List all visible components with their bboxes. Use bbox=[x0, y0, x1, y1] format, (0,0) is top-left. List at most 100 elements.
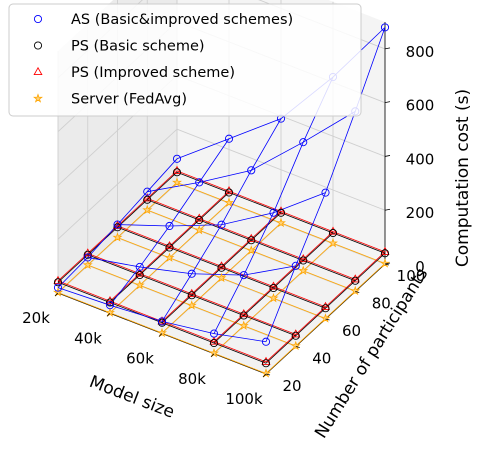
data-point-ps-improved-scheme bbox=[239, 309, 249, 318]
series-line-ps-basic-scheme bbox=[109, 192, 230, 303]
data-point-ps-basic-scheme bbox=[261, 359, 271, 368]
data-point-as-basic-improved-schemes bbox=[224, 134, 234, 143]
data-point-server-fedavg bbox=[276, 217, 286, 228]
data-point-as-basic-improved-schemes bbox=[299, 138, 308, 147]
y-tick-mark bbox=[325, 318, 330, 321]
data-point-ps-improved-scheme bbox=[380, 246, 390, 255]
legend-item: PS (Improved scheme) bbox=[33, 65, 235, 81]
x-tick-label: 60k bbox=[126, 350, 154, 368]
series-line-ps-improved-scheme bbox=[161, 211, 282, 322]
legend-label: PS (Basic scheme) bbox=[71, 39, 205, 55]
data-point-ps-basic-scheme bbox=[187, 291, 196, 300]
data-point-as-basic-improved-schemes bbox=[195, 178, 204, 187]
data-point-ps-improved-scheme bbox=[194, 213, 204, 222]
data-point-as-basic-improved-schemes bbox=[165, 221, 174, 231]
data-point-server-fedavg bbox=[186, 300, 197, 310]
z-tick-mark bbox=[384, 208, 391, 211]
data-point-ps-improved-scheme bbox=[276, 206, 286, 215]
data-point-as-basic-improved-schemes bbox=[380, 23, 390, 32]
data-point-as-basic-improved-schemes bbox=[53, 283, 63, 292]
x-tick-mark bbox=[262, 373, 267, 378]
data-point-as-basic-improved-schemes bbox=[157, 317, 167, 326]
series-line-ps-basic-scheme bbox=[161, 212, 282, 324]
data-point-server-fedavg bbox=[380, 258, 390, 268]
data-point-ps-basic-scheme bbox=[269, 283, 278, 293]
data-point-server-fedavg bbox=[112, 232, 123, 242]
data-point-ps-basic-scheme bbox=[143, 195, 152, 204]
series-lines bbox=[57, 27, 386, 374]
data-point-ps-improved-scheme bbox=[172, 165, 182, 174]
y-tick-mark bbox=[265, 373, 271, 376]
data-point-ps-basic-scheme bbox=[165, 243, 174, 252]
data-point-server-fedavg bbox=[216, 272, 227, 283]
legend-label: PS (Improved scheme) bbox=[71, 65, 235, 81]
data-point-as-basic-improved-schemes bbox=[269, 208, 278, 217]
data-point-as-basic-improved-schemes bbox=[321, 188, 330, 197]
data-point-ps-improved-scheme bbox=[350, 274, 360, 283]
data-point-ps-basic-scheme bbox=[299, 256, 308, 265]
series-line-ps-improved-scheme bbox=[109, 190, 230, 302]
data-point-ps-improved-scheme bbox=[157, 316, 167, 325]
data-point-ps-improved-scheme bbox=[209, 336, 219, 345]
z-axis-label: Computation cost (s) bbox=[453, 89, 473, 267]
data-point-ps-improved-scheme bbox=[53, 275, 63, 284]
y-tick-label: 40 bbox=[312, 350, 331, 368]
z-tick-mark bbox=[384, 155, 391, 157]
data-point-ps-improved-scheme bbox=[187, 288, 197, 297]
z-tick-mark bbox=[384, 47, 391, 50]
legend: AS (Basic&improved schemes) PS (Basic sch… bbox=[8, 3, 362, 117]
data-point-ps-improved-scheme bbox=[320, 301, 331, 310]
series-line-ps-improved-scheme bbox=[213, 231, 334, 342]
data-point-ps-improved-scheme bbox=[268, 281, 279, 290]
data-point-ps-improved-scheme bbox=[83, 248, 93, 257]
series-line-ps-basic-scheme bbox=[213, 232, 334, 344]
data-point-ps-improved-scheme bbox=[246, 233, 256, 242]
legend-item: AS (Basic&improved schemes) bbox=[33, 12, 293, 28]
y-tick-label: 20 bbox=[282, 377, 301, 395]
z-tick-label: 800 bbox=[406, 43, 435, 61]
z-tick-label: 0 bbox=[415, 258, 425, 276]
data-point-ps-basic-scheme bbox=[291, 331, 300, 340]
x-tick-label: 20k bbox=[22, 309, 50, 327]
grid-line-left-z bbox=[57, 128, 178, 240]
data-point-server-fedavg bbox=[209, 347, 219, 358]
legend-marker bbox=[33, 14, 43, 24]
data-point-ps-basic-scheme bbox=[217, 263, 226, 272]
data-point-server-fedavg bbox=[82, 259, 93, 270]
data-point-as-basic-improved-schemes bbox=[172, 154, 182, 163]
legend-marker bbox=[33, 93, 43, 103]
y-tick-label: 100 bbox=[397, 267, 426, 285]
data-point-ps-basic-scheme bbox=[53, 278, 63, 287]
series-line-ps-improved-scheme bbox=[57, 170, 178, 282]
data-point-server-fedavg bbox=[238, 320, 249, 330]
x-tick-mark bbox=[158, 333, 163, 337]
data-point-ps-improved-scheme bbox=[224, 186, 234, 195]
data-point-as-basic-improved-schemes bbox=[261, 337, 271, 346]
data-point-as-basic-improved-schemes bbox=[83, 253, 92, 262]
data-point-server-fedavg bbox=[224, 197, 234, 207]
data-point-ps-basic-scheme bbox=[247, 236, 256, 245]
data-point-server-fedavg bbox=[350, 285, 361, 296]
legend-marker bbox=[33, 66, 43, 75]
x-tick-mark bbox=[210, 353, 215, 358]
legend-frame bbox=[8, 3, 362, 117]
data-point-server-fedavg bbox=[268, 292, 279, 303]
data-point-ps-improved-scheme bbox=[291, 329, 301, 338]
x-tick-mark bbox=[54, 292, 59, 297]
data-point-ps-improved-scheme bbox=[142, 193, 152, 202]
series-line-ps-improved-scheme bbox=[265, 251, 386, 363]
series-line-as-basic-improved-schemes bbox=[57, 158, 178, 288]
data-point-ps-basic-scheme bbox=[380, 249, 390, 258]
data-point-as-basic-improved-schemes bbox=[217, 220, 226, 229]
y-tick-mark bbox=[295, 346, 300, 348]
legend-item: PS (Basic scheme) bbox=[33, 39, 205, 55]
x-axis-label: Model size bbox=[86, 372, 177, 423]
z-tick-label: 600 bbox=[406, 97, 435, 115]
z-tick-mark bbox=[384, 262, 391, 265]
series-line-as-basic-improved-schemes bbox=[109, 138, 230, 306]
legend-label: Server (FedAvg) bbox=[71, 92, 187, 108]
data-point-as-basic-improved-schemes bbox=[291, 261, 300, 270]
data-point-server-fedavg bbox=[194, 224, 205, 235]
data-point-server-fedavg bbox=[105, 307, 115, 317]
